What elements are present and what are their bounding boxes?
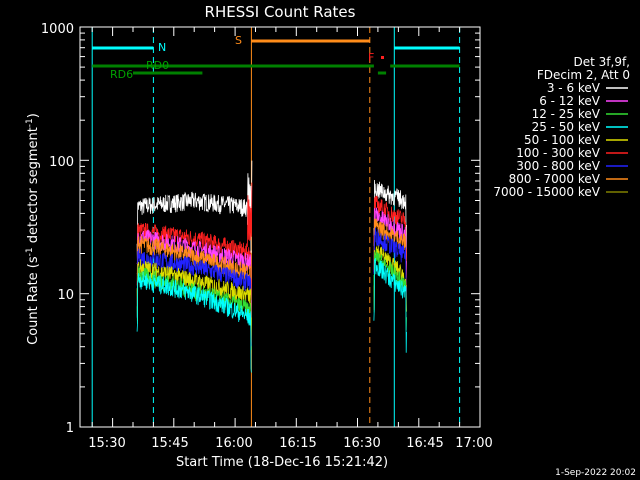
y-axis-label-end: ) [26, 113, 41, 118]
flare-marker [381, 56, 384, 59]
legend-label: 800 - 7000 keV [509, 172, 601, 186]
state-label-f: F [368, 51, 374, 64]
state-label-rd0: RD0 [146, 59, 169, 72]
y-axis-label-sup2: -1 [25, 118, 35, 127]
y-axis-label-start: Count Rate (s [26, 256, 41, 345]
plot-frame [79, 26, 481, 428]
legend-label: 12 - 25 keV [532, 107, 601, 121]
state-label-n: N [158, 41, 166, 54]
x-tick-1600: 16:00 [215, 436, 252, 451]
x-tick-1530: 15:30 [88, 436, 125, 451]
x-tick-1545: 15:45 [151, 436, 188, 451]
series-line-1 [373, 249, 407, 331]
legend-header-2: FDecim 2, Att 0 [537, 68, 630, 82]
series-line-0 [136, 271, 252, 373]
x-tick-1630: 16:30 [343, 436, 380, 451]
series-layer [136, 160, 407, 373]
series-line-1 [373, 179, 407, 264]
legend-label: 3 - 6 keV [547, 81, 601, 95]
axis-ticks [80, 27, 481, 428]
chart-title: RHESSI Count Rates [205, 3, 356, 21]
series-line-0 [136, 223, 252, 308]
y-tick-100: 100 [49, 155, 74, 170]
timestamp: 1-Sep-2022 20:02 [555, 468, 636, 478]
state-label-rd6: RD6 [110, 68, 133, 81]
series-line-0 [136, 248, 252, 347]
series-line-1 [373, 218, 407, 292]
series-line-1 [373, 257, 407, 353]
legend-label: 50 - 100 keV [524, 133, 601, 147]
legend-label: 100 - 300 keV [516, 146, 600, 160]
state-label-s: S [235, 34, 242, 47]
x-tick-1615: 16:15 [279, 436, 316, 451]
y-axis-label-sup1: -1 [25, 247, 35, 256]
y-tick-10: 10 [57, 288, 74, 303]
legend-label: 6 - 12 keV [539, 94, 601, 108]
legend-header-1: Det 3f,9f, [574, 55, 631, 69]
flare-spike-red [247, 182, 253, 247]
y-tick-1000: 1000 [41, 22, 74, 37]
y-tick-1: 1 [66, 421, 74, 436]
x-tick-1645: 16:45 [406, 436, 443, 451]
y-axis-label: Count Rate (s-1 detector segment-1) [25, 113, 41, 345]
y-axis-label-mid: detector segment [26, 127, 41, 247]
series-line-0 [136, 191, 252, 262]
legend-label: 25 - 50 keV [532, 120, 601, 134]
x-tick-1700: 17:00 [455, 436, 492, 451]
x-axis-label: Start Time (18-Dec-16 15:21:42) [176, 455, 388, 470]
series-line-1 [373, 227, 407, 303]
series-line-0 [136, 235, 252, 313]
legend-label: 300 - 800 keV [516, 159, 600, 173]
legend-label: 7000 - 15000 keV [493, 185, 600, 199]
